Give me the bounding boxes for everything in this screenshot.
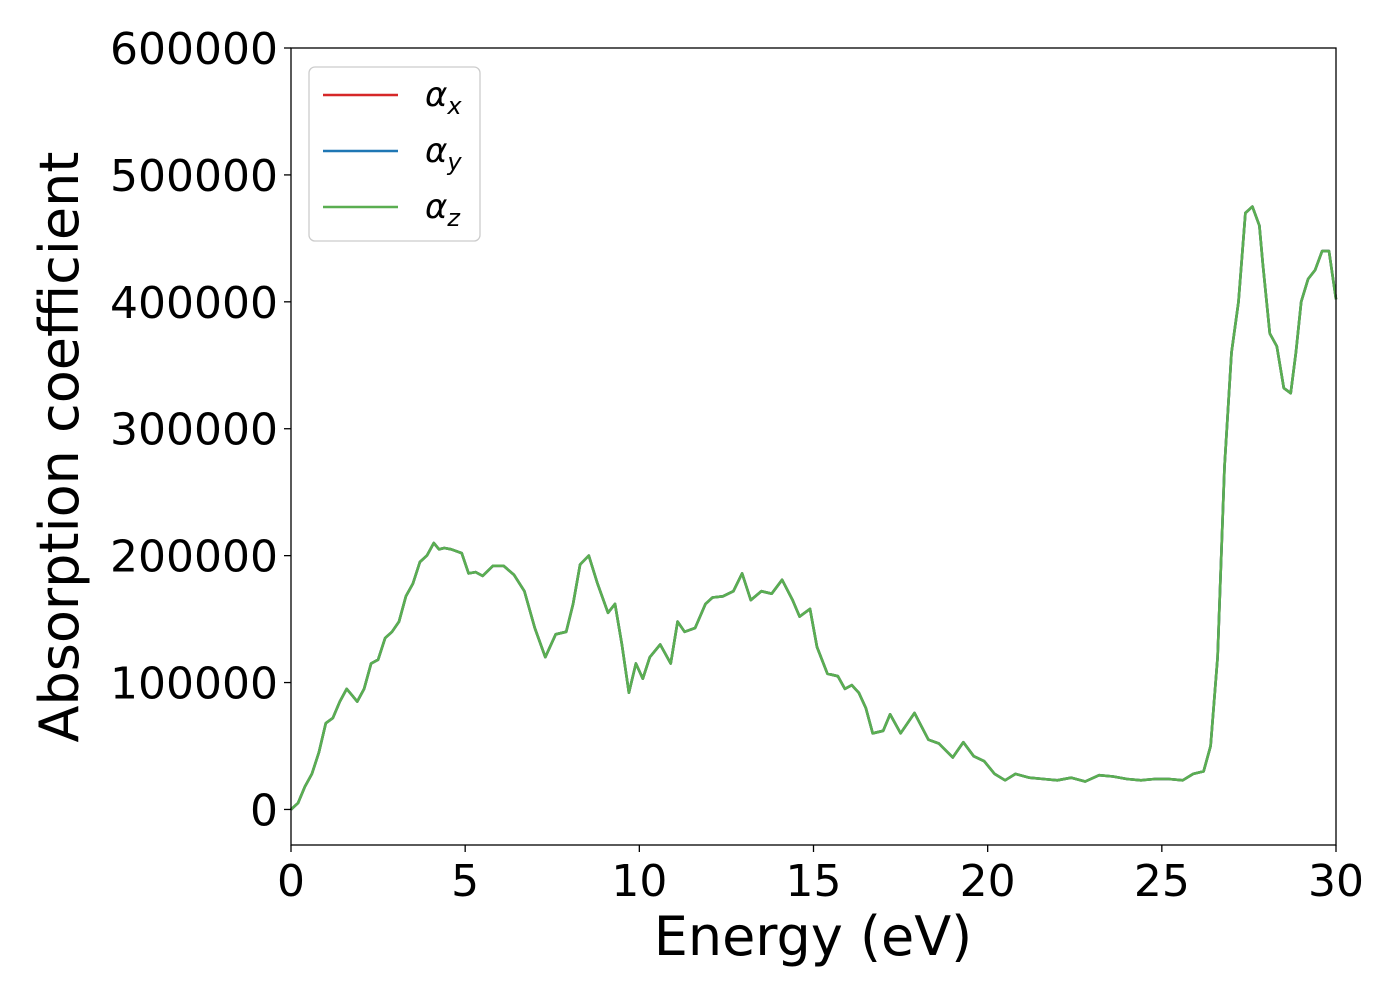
x-tick-label: 20 bbox=[960, 856, 1016, 907]
y-tick-label: 200000 bbox=[110, 532, 278, 583]
x-tick-label: 15 bbox=[786, 856, 842, 907]
x-axis-title: Energy (eV) bbox=[654, 905, 973, 968]
y-tick-label: 500000 bbox=[110, 151, 278, 202]
legend-label-z: αz bbox=[425, 187, 461, 232]
y-tick-label: 0 bbox=[250, 785, 278, 836]
y-tick-label: 100000 bbox=[110, 659, 278, 710]
x-tick-label: 30 bbox=[1308, 856, 1364, 907]
legend-label-x: αx bbox=[425, 75, 462, 120]
x-axis: 0 5 10 15 20 25 30 bbox=[277, 845, 1364, 907]
x-tick-label: 0 bbox=[277, 856, 305, 907]
legend-box bbox=[308, 66, 481, 242]
series-line-z bbox=[290, 205, 1338, 811]
y-tick-label: 600000 bbox=[110, 24, 278, 75]
y-axis-title: Absorption coefficient bbox=[28, 152, 91, 743]
y-tick-label: 300000 bbox=[110, 405, 278, 456]
x-tick-label: 25 bbox=[1134, 856, 1190, 907]
y-tick-label: 400000 bbox=[110, 278, 278, 329]
legend: αx αy αz bbox=[308, 66, 481, 242]
legend-label-y: αy bbox=[425, 131, 462, 176]
x-tick-label: 5 bbox=[451, 856, 479, 907]
y-axis: 0 100000 200000 300000 400000 500000 600000 bbox=[110, 24, 291, 836]
x-tick-label: 10 bbox=[611, 856, 667, 907]
series-layer bbox=[290, 205, 1338, 811]
